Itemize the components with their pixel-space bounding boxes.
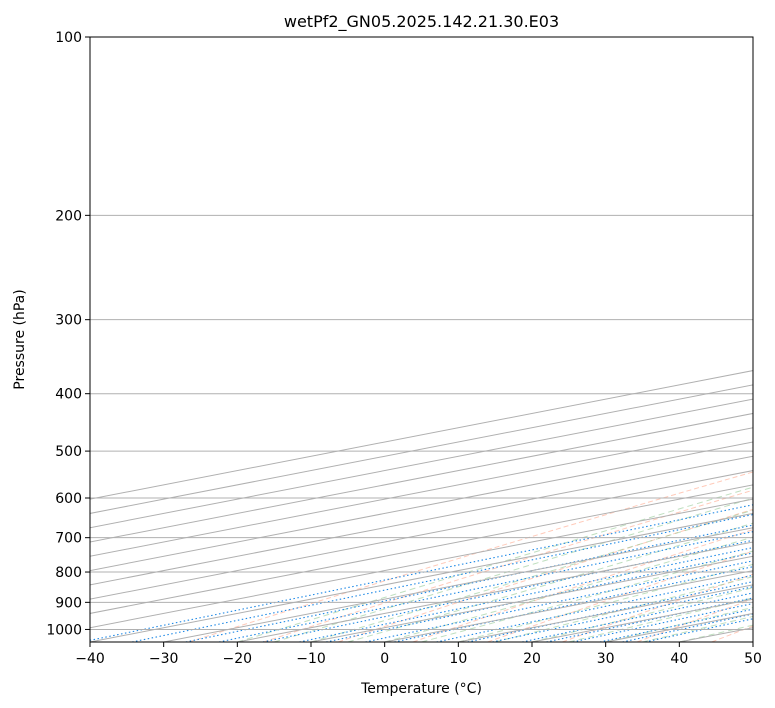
mixing-ratio-line xyxy=(492,586,753,642)
moist-adiabat-line xyxy=(274,497,753,642)
mixing-ratio-line xyxy=(599,608,753,642)
x-tick-label: 40 xyxy=(670,651,688,667)
isobar-gridlines xyxy=(90,37,753,630)
x-tick-label: −20 xyxy=(223,651,253,667)
isotherm-gridline xyxy=(90,441,753,572)
dry-adiabat-line xyxy=(188,471,753,642)
y-tick-label: 800 xyxy=(55,565,82,581)
plot-area: 0.10.20.40.611.52346810131620253036-100-… xyxy=(90,37,753,642)
isotherm-gridline xyxy=(90,412,753,543)
plot-frame xyxy=(89,36,754,643)
moist-adiabat-line xyxy=(495,576,753,642)
mixing-ratio-line xyxy=(572,602,753,642)
y-tick-label: 400 xyxy=(55,387,82,403)
x-tick-label: −30 xyxy=(149,651,179,667)
isotherm-gridline xyxy=(90,498,753,629)
x-tick-label: 50 xyxy=(744,651,762,667)
x-tick-label: 10 xyxy=(449,651,467,667)
mixing-ratio-line xyxy=(522,592,753,642)
dry-adiabat-line xyxy=(562,573,753,642)
mixing-ratio-line xyxy=(90,504,753,641)
y-tick-label: 500 xyxy=(55,444,82,460)
dry-adiabat-line xyxy=(263,489,753,642)
mixing-ratio-line xyxy=(185,524,753,642)
x-tick-label: −40 xyxy=(75,651,105,667)
y-tick-label: 600 xyxy=(55,491,82,507)
isotherm-gridline xyxy=(90,427,753,557)
y-axis-ticks: 100 200 300 400 500 600 700 800 900 1000 xyxy=(46,30,90,638)
x-tick-label: 0 xyxy=(380,651,389,667)
y-tick-label: 200 xyxy=(55,208,82,224)
x-tick-label: −10 xyxy=(296,651,326,667)
y-tick-label: 900 xyxy=(55,595,82,611)
x-axis-label: Temperature (°C) xyxy=(360,681,482,697)
isotherm-gridline xyxy=(90,512,753,642)
moist-adiabat-line xyxy=(421,550,753,642)
mixing-ratio-line xyxy=(131,513,753,642)
mixing-ratio-line xyxy=(546,597,753,642)
y-tick-label: 1000 xyxy=(46,622,82,638)
y-tick-label: 300 xyxy=(55,313,82,329)
chart-title: wetPf2_GN05.2025.142.21.30.E03 xyxy=(284,12,559,32)
x-tick-label: 30 xyxy=(597,651,615,667)
moist-adiabat-line xyxy=(347,522,753,642)
x-axis-ticks: −40 −30 −20 −10 0 10 20 30 40 50 xyxy=(75,642,762,667)
isotherm-gridline xyxy=(90,455,753,586)
isotherm-gridline xyxy=(163,527,753,642)
moist-adiabat-line xyxy=(310,509,753,642)
y-tick-label: 100 xyxy=(55,30,82,46)
isotherm-gridline xyxy=(90,484,753,614)
mixing-ratio-line xyxy=(218,531,753,642)
moist-adiabat-line xyxy=(237,486,753,642)
isotherm-gridline xyxy=(90,470,753,600)
y-tick-label: 700 xyxy=(55,531,82,547)
isotherm-gridlines xyxy=(90,370,753,642)
y-axis-label: Pressure (hPa) xyxy=(12,289,28,389)
mixing-ratio-line xyxy=(365,560,753,642)
dry-adiabat-line xyxy=(412,529,753,642)
x-tick-label: 20 xyxy=(523,651,541,667)
